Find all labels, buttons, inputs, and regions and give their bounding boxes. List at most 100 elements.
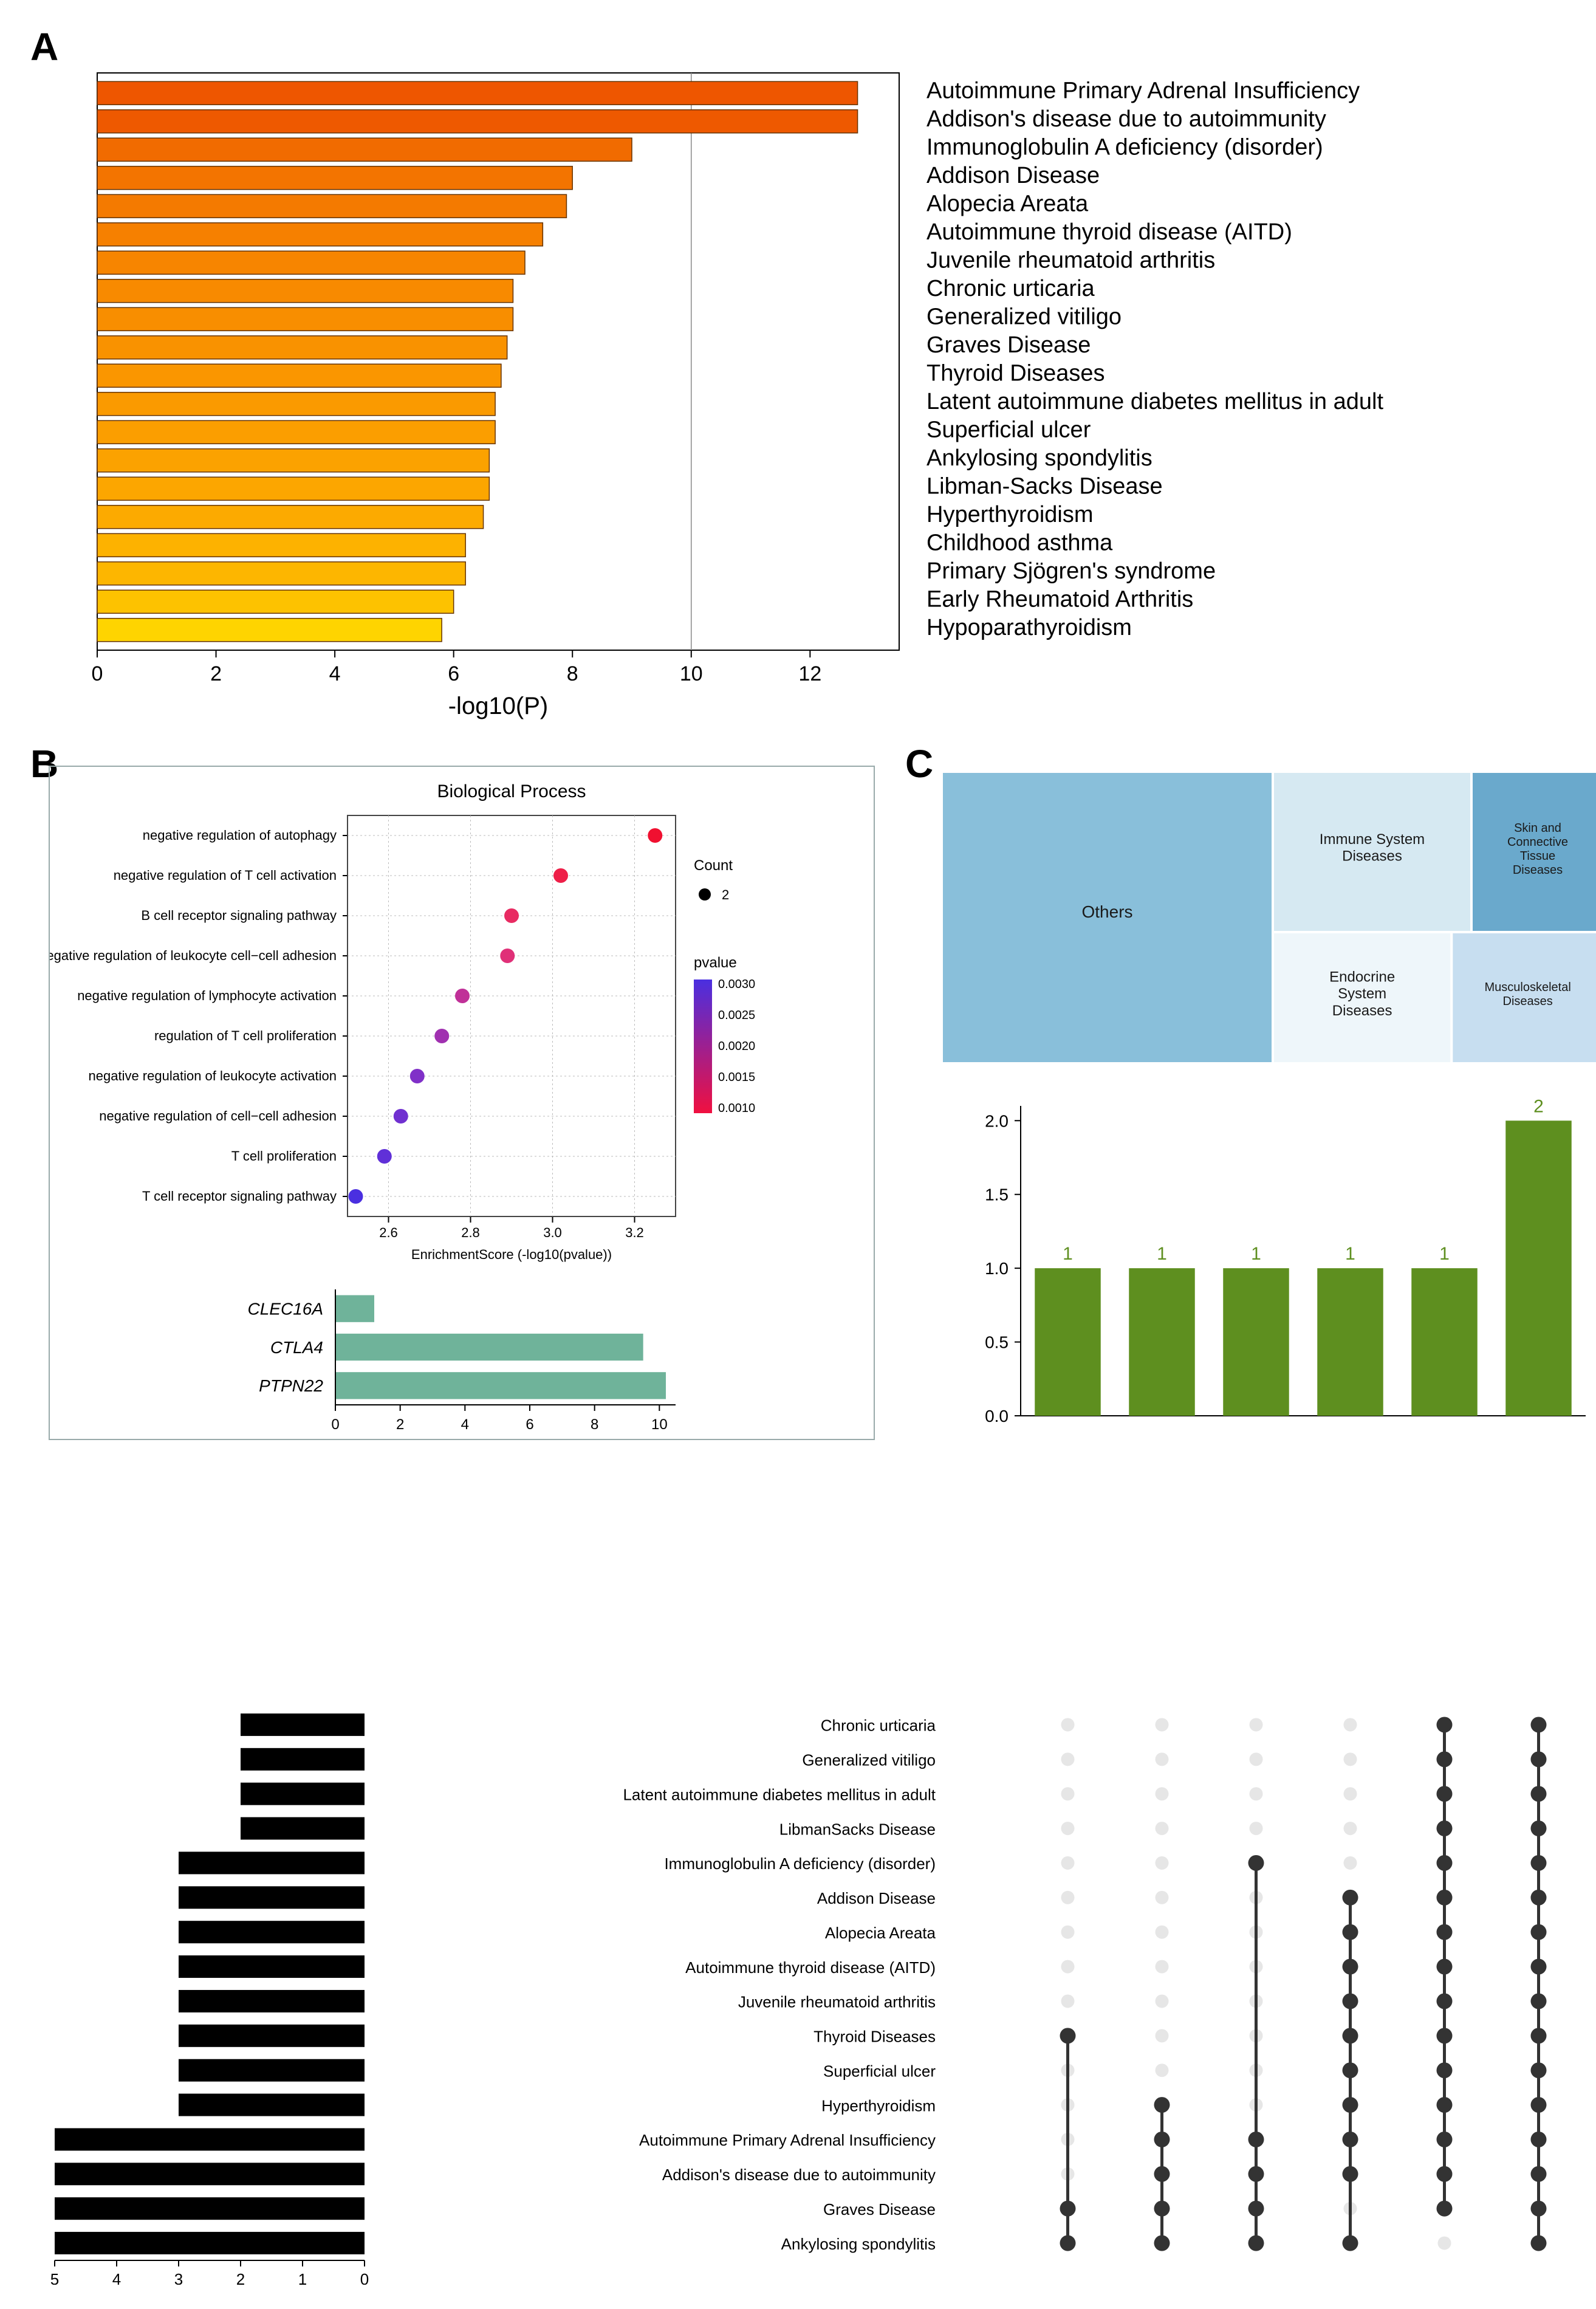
svg-text:6: 6	[448, 662, 459, 685]
panel-a-chart: Autoimmune Primary Adrenal Insufficiency…	[49, 43, 1592, 723]
bar-label: Generalized vitiligo	[926, 304, 1122, 330]
svg-text:0: 0	[92, 662, 103, 685]
upset-dot-inactive	[1156, 1822, 1169, 1835]
panel-c-upset-bars: 0.00.51.01.52.0111112	[942, 1094, 1596, 1434]
upset-dot-active	[1437, 1820, 1453, 1836]
upset-row-label: LibmanSacks Disease	[779, 1820, 936, 1838]
setsize-bar	[55, 2197, 365, 2220]
upset-dot-active	[1154, 2201, 1170, 2217]
svg-text:2.0: 2.0	[985, 1111, 1009, 1130]
upset-dot-active	[1531, 1890, 1547, 1906]
svg-text:3.2: 3.2	[625, 1225, 644, 1240]
upset-dot-inactive	[1061, 1891, 1075, 1904]
setsize-bar	[179, 1886, 365, 1909]
bar-label: Libman-Sacks Disease	[926, 474, 1163, 499]
upset-dot-active	[1343, 1993, 1358, 2009]
svg-text:8: 8	[591, 1416, 598, 1433]
bar-label: Autoimmune Primary Adrenal Insufficiency	[926, 78, 1360, 104]
upset-dot-active	[1437, 1890, 1453, 1906]
svg-text:2.8: 2.8	[461, 1225, 480, 1240]
svg-text:10: 10	[651, 1416, 668, 1433]
enrichment-dot	[500, 949, 515, 963]
upset-row-label: Thyroid Diseases	[813, 2028, 936, 2046]
upset-dot-active	[1531, 2028, 1547, 2043]
upset-row-label: Addison's disease due to autoimmunity	[662, 2166, 936, 2184]
svg-text:0.0: 0.0	[985, 1407, 1009, 1426]
treemap-label: Others	[1081, 902, 1132, 921]
bp-label: B cell receptor signaling pathway	[141, 908, 337, 923]
upset-dot-active	[1531, 2235, 1547, 2251]
upset-dot-active	[1343, 1924, 1358, 1940]
upset-dot-active	[1531, 1993, 1547, 2009]
gene-label: PTPN22	[259, 1376, 323, 1395]
bar-label: Hypoparathyroidism	[926, 615, 1132, 640]
intersection-bar	[1317, 1268, 1383, 1416]
intersection-bar	[1035, 1268, 1101, 1416]
legend-tick: 0.0030	[718, 978, 755, 991]
bar-label: Superficial ulcer	[926, 417, 1091, 443]
upset-dot-active	[1531, 1786, 1547, 1802]
upset-row-label: Autoimmune Primary Adrenal Insufficiency	[639, 2131, 936, 2149]
bar	[97, 534, 465, 557]
bar-label: Childhood asthma	[926, 530, 1113, 556]
upset-dot-active	[1437, 2166, 1453, 2182]
bar-label: Immunoglobulin A deficiency (disorder)	[926, 135, 1323, 160]
svg-text:2: 2	[396, 1416, 404, 1433]
upset-dot-active	[1343, 2132, 1358, 2147]
svg-text:12: 12	[798, 662, 821, 685]
treemap-label: Skin and	[1514, 822, 1561, 835]
bp-label: T cell proliferation	[231, 1148, 337, 1164]
upset-dot-inactive	[1156, 1787, 1169, 1800]
legend-tick: 0.0010	[718, 1102, 755, 1115]
bar	[97, 506, 484, 529]
panel-c-bottom: 543210 Chronic urticariaGeneralized viti…	[24, 1701, 1572, 2285]
upset-dot-active	[1060, 2028, 1076, 2043]
enrichment-dot	[349, 1189, 363, 1204]
upset-dot-active	[1531, 2201, 1547, 2217]
upset-dot-active	[1248, 2235, 1264, 2251]
upset-row-label: Latent autoimmune diabetes mellitus in a…	[623, 1785, 936, 1803]
upset-dot-active	[1343, 2097, 1358, 2113]
intersection-bar	[1129, 1268, 1195, 1416]
bp-label: negative regulation of T cell activation	[114, 868, 337, 883]
upset-dot-active	[1343, 1890, 1358, 1906]
panel-b-chart: Biological Process2.62.83.03.2negative r…	[49, 766, 875, 1440]
bar-label: Alopecia Areata	[926, 191, 1089, 217]
x-axis-label: -log10(P)	[448, 693, 549, 719]
bar	[97, 393, 495, 416]
bar	[97, 477, 489, 500]
panel-c-label: C	[905, 741, 933, 786]
bar	[97, 364, 501, 387]
setsize-bar	[179, 1990, 365, 2012]
upset-dot-active	[1437, 2132, 1453, 2147]
treemap-label: Endocrine	[1329, 969, 1395, 986]
bar-label: Early Rheumatoid Arthritis	[926, 587, 1193, 612]
upset-dot-inactive	[1156, 1926, 1169, 1939]
svg-text:4: 4	[112, 2270, 121, 2285]
legend-count-value: 2	[722, 887, 729, 902]
upset-dot-inactive	[1061, 1994, 1075, 2008]
upset-dot-active	[1248, 1855, 1264, 1871]
upset-dot-inactive	[1250, 1718, 1263, 1731]
legend-gradient	[694, 980, 712, 1113]
upset-dot-active	[1248, 2166, 1264, 2182]
legend-count-label: Count	[694, 857, 733, 874]
treemap-label: Musculoskeletal	[1485, 981, 1571, 994]
bar-value: 1	[1157, 1244, 1167, 1264]
bar	[97, 194, 566, 218]
svg-text:3.0: 3.0	[543, 1225, 562, 1240]
bar	[97, 307, 513, 331]
upset-dot-inactive	[1344, 1822, 1357, 1835]
treemap-label: System	[1338, 986, 1386, 1002]
setsize-bar	[55, 2232, 365, 2254]
upset-dot-active	[1437, 2028, 1453, 2043]
bar-label: Hyperthyroidism	[926, 502, 1094, 527]
svg-text:1.0: 1.0	[985, 1259, 1009, 1278]
svg-text:2: 2	[236, 2270, 245, 2285]
upset-dot-active	[1437, 1786, 1453, 1802]
bar	[97, 110, 858, 133]
bar	[97, 449, 489, 472]
upset-row-label: Generalized vitiligo	[802, 1751, 936, 1769]
upset-dot-inactive	[1344, 1752, 1357, 1766]
setsize-bar	[241, 1783, 365, 1805]
